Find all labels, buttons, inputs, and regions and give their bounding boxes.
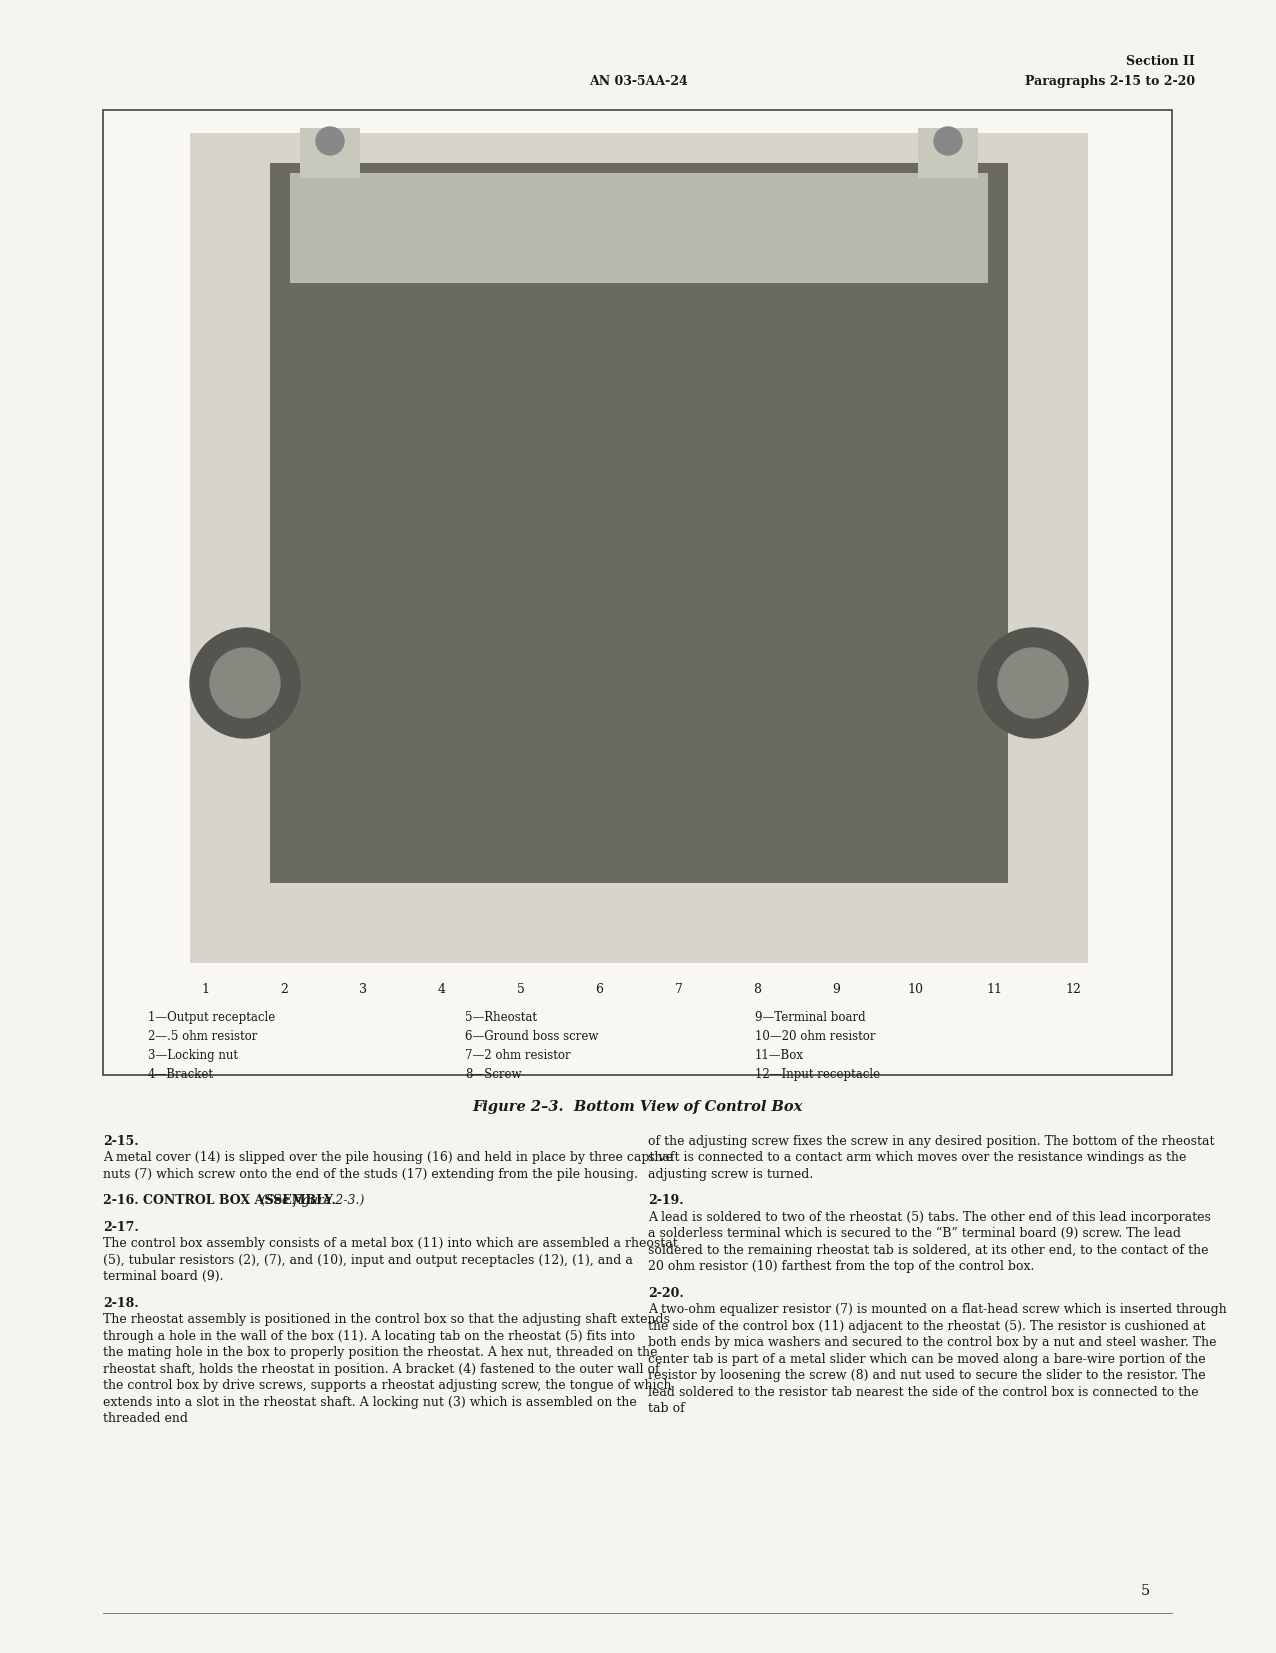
Text: 3—Locking nut: 3—Locking nut (148, 1050, 239, 1061)
Text: threaded end: threaded end (103, 1412, 188, 1425)
Text: The control box assembly consists of a metal box (11) into which are assembled a: The control box assembly consists of a m… (103, 1238, 678, 1250)
Text: 4: 4 (438, 984, 445, 997)
Text: Figure 2–3.  Bottom View of Control Box: Figure 2–3. Bottom View of Control Box (473, 1099, 803, 1114)
Text: 1: 1 (202, 984, 209, 997)
Text: The rheostat assembly is positioned in the control box so that the adjusting sha: The rheostat assembly is positioned in t… (103, 1312, 670, 1326)
Text: 2-17.: 2-17. (103, 1222, 139, 1233)
Text: the mating hole in the box to properly position the rheostat. A hex nut, threade: the mating hole in the box to properly p… (103, 1346, 657, 1359)
Text: 12—Input receptacle: 12—Input receptacle (755, 1068, 880, 1081)
Text: through a hole in the wall of the box (11). A locating tab on the rheostat (5) f: through a hole in the wall of the box (1… (103, 1329, 635, 1342)
Text: 10—20 ohm resistor: 10—20 ohm resistor (755, 1030, 875, 1043)
Text: AN 03-5AA-24: AN 03-5AA-24 (588, 74, 688, 88)
Text: the side of the control box (11) adjacent to the rheostat (5). The resistor is c: the side of the control box (11) adjacen… (648, 1319, 1206, 1332)
Bar (300, 127, 360, 179)
Bar (271, 164, 1008, 883)
Text: lead soldered to the resistor tab nearest the side of the control box is connect: lead soldered to the resistor tab neares… (648, 1385, 1198, 1398)
Text: 6: 6 (596, 984, 604, 997)
Text: of the adjusting screw fixes the screw in any desired position. The bottom of th: of the adjusting screw fixes the screw i… (648, 1136, 1215, 1147)
Text: A two-ohm equalizer resistor (7) is mounted on a flat-head screw which is insert: A two-ohm equalizer resistor (7) is moun… (648, 1303, 1226, 1316)
Text: nuts (7) which screw onto the end of the studs (17) extending from the pile hous: nuts (7) which screw onto the end of the… (103, 1169, 638, 1180)
Text: 8—Screw: 8—Screw (464, 1068, 522, 1081)
Text: extends into a slot in the rheostat shaft. A locking nut (3) which is assembled : extends into a slot in the rheostat shaf… (103, 1395, 637, 1408)
Text: 9—Terminal board: 9—Terminal board (755, 1012, 865, 1023)
Circle shape (934, 127, 962, 155)
Circle shape (211, 648, 279, 717)
Text: shaft is connected to a contact arm which moves over the resistance windings as : shaft is connected to a contact arm whic… (648, 1152, 1187, 1164)
Text: 4—Bracket: 4—Bracket (148, 1068, 214, 1081)
Text: 9: 9 (832, 984, 840, 997)
Text: A metal cover (14) is slipped over the pile housing (16) and held in place by th: A metal cover (14) is slipped over the p… (103, 1152, 672, 1164)
Text: (5), tubular resistors (2), (7), and (10), input and output receptacles (12), (1: (5), tubular resistors (2), (7), and (10… (103, 1253, 633, 1266)
Text: 11—Box: 11—Box (755, 1050, 804, 1061)
Circle shape (190, 628, 300, 737)
Text: Paragraphs 2-15 to 2-20: Paragraphs 2-15 to 2-20 (1025, 74, 1196, 88)
Text: 6—Ground boss screw: 6—Ground boss screw (464, 1030, 598, 1043)
Bar (290, 174, 988, 283)
Text: 2: 2 (279, 984, 288, 997)
Bar (103, 111, 1171, 1074)
Text: 2-16. CONTROL BOX ASSEMBLY.: 2-16. CONTROL BOX ASSEMBLY. (103, 1195, 336, 1207)
Text: A lead is soldered to two of the rheostat (5) tabs. The other end of this lead i: A lead is soldered to two of the rheosta… (648, 1212, 1211, 1223)
Text: 2-18.: 2-18. (103, 1296, 139, 1309)
Text: the control box by drive screws, supports a rheostat adjusting screw, the tongue: the control box by drive screws, support… (103, 1379, 671, 1392)
Text: terminal board (9).: terminal board (9). (103, 1270, 223, 1283)
Circle shape (998, 648, 1068, 717)
Text: 3: 3 (359, 984, 366, 997)
Text: both ends by mica washers and secured to the control box by a nut and steel wash: both ends by mica washers and secured to… (648, 1336, 1216, 1349)
Text: Section II: Section II (1127, 55, 1196, 68)
Text: 5: 5 (1141, 1584, 1150, 1598)
Text: soldered to the remaining rheostat tab is soldered, at its other end, to the con: soldered to the remaining rheostat tab i… (648, 1245, 1208, 1256)
Text: 5—Rheostat: 5—Rheostat (464, 1012, 537, 1023)
Text: 2-20.: 2-20. (648, 1286, 684, 1299)
Text: 2-19.: 2-19. (648, 1195, 684, 1207)
Text: 1—Output receptacle: 1—Output receptacle (148, 1012, 276, 1023)
Text: 5: 5 (517, 984, 524, 997)
Circle shape (977, 628, 1088, 737)
Text: resistor by loosening the screw (8) and nut used to secure the slider to the res: resistor by loosening the screw (8) and … (648, 1369, 1206, 1382)
Text: (See figure 2-3.): (See figure 2-3.) (258, 1195, 365, 1207)
Text: center tab is part of a metal slider which can be moved along a bare-wire portio: center tab is part of a metal slider whi… (648, 1352, 1206, 1365)
Text: tab of: tab of (648, 1402, 685, 1415)
Text: 7—2 ohm resistor: 7—2 ohm resistor (464, 1050, 570, 1061)
Text: 2-15.: 2-15. (103, 1136, 139, 1147)
Text: 8: 8 (753, 984, 762, 997)
Circle shape (316, 127, 345, 155)
Text: 11: 11 (986, 984, 1002, 997)
Text: rheostat shaft, holds the rheostat in position. A bracket (4) fastened to the ou: rheostat shaft, holds the rheostat in po… (103, 1362, 660, 1375)
Text: 2—.5 ohm resistor: 2—.5 ohm resistor (148, 1030, 258, 1043)
Text: a solderless terminal which is secured to the “B” terminal board (9) screw. The : a solderless terminal which is secured t… (648, 1228, 1182, 1240)
Text: adjusting screw is turned.: adjusting screw is turned. (648, 1169, 813, 1180)
Text: 10: 10 (907, 984, 923, 997)
Text: 20 ohm resistor (10) farthest from the top of the control box.: 20 ohm resistor (10) farthest from the t… (648, 1260, 1035, 1273)
Bar (917, 127, 977, 179)
Bar (190, 132, 1088, 964)
Text: 7: 7 (675, 984, 683, 997)
Text: 12: 12 (1065, 984, 1081, 997)
